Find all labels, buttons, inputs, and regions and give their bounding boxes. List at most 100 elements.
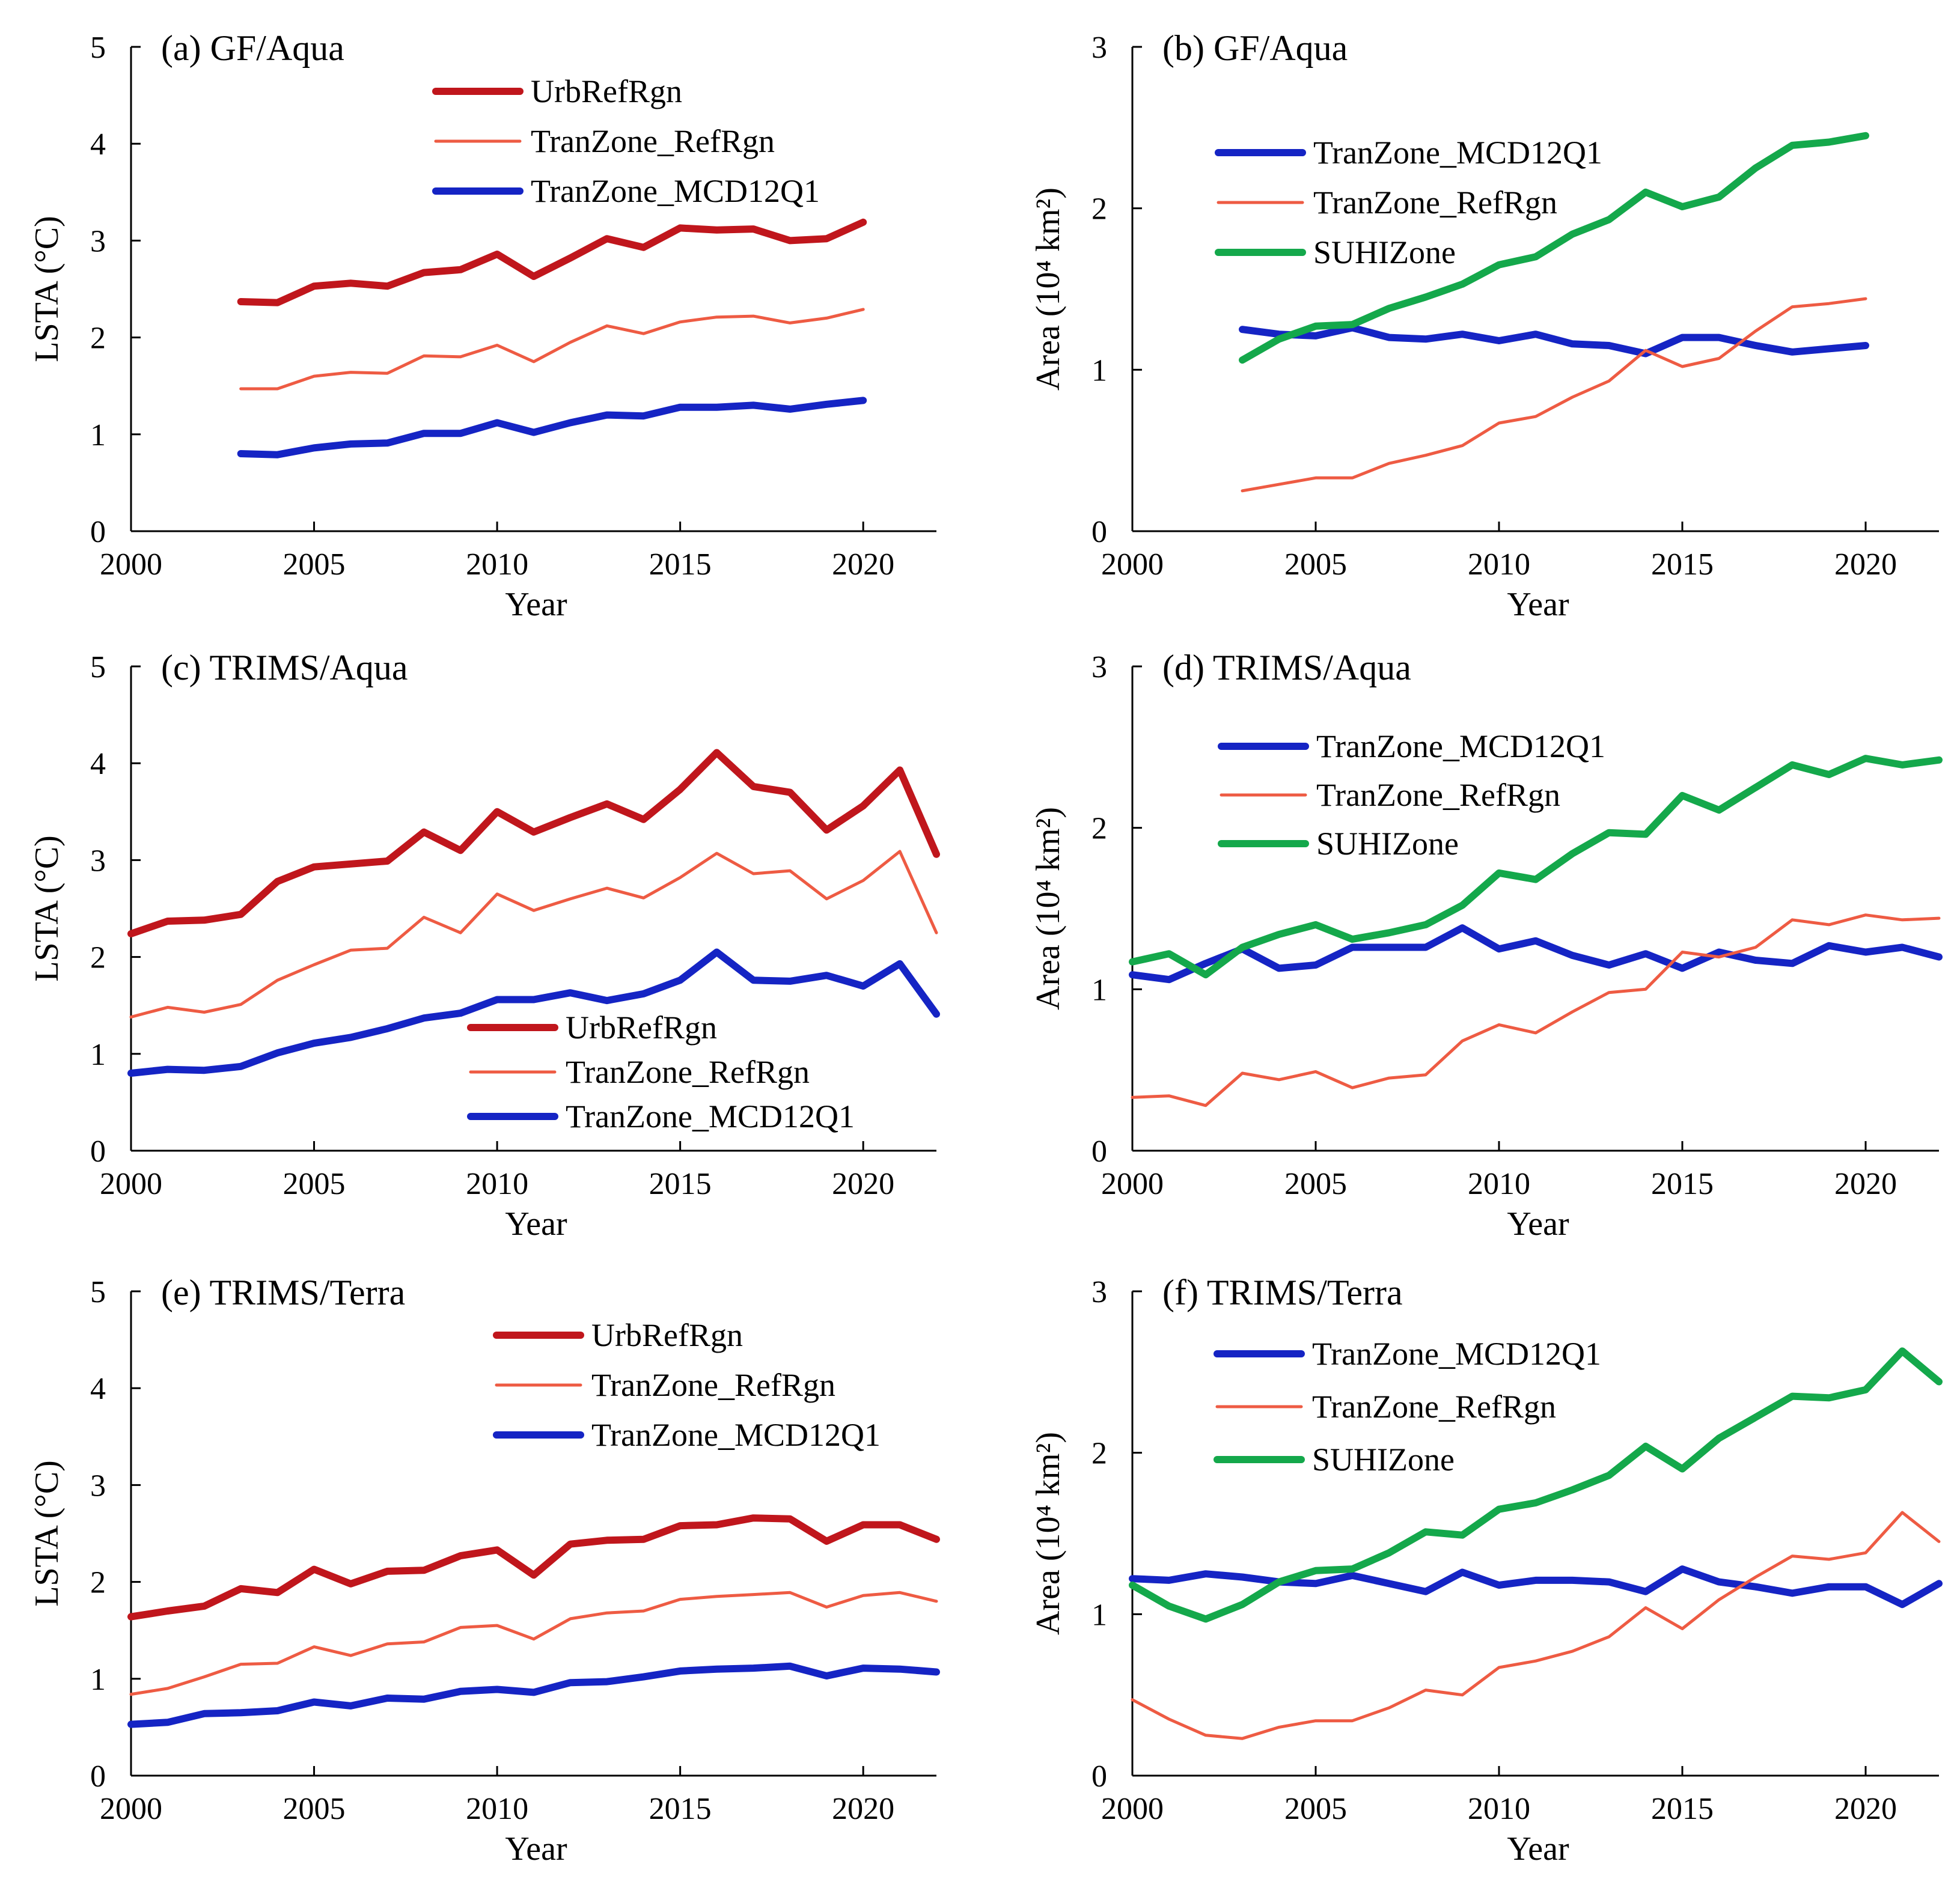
y-axis-title: Area (10⁴ km²) [1030,1432,1067,1635]
series-line-urbrefrgn [127,1514,940,1621]
x-tick-label: 2010 [466,547,528,582]
legend: TranZone_MCD12Q1 TranZone_RefRgn SUHIZone [1218,728,1605,862]
x-tick-label: 2020 [1834,547,1897,582]
y-axis-title: LSTA (°C) [28,835,66,981]
y-tick-label: 2 [90,1566,106,1600]
series-line-tranzone-refrgn [1131,1511,1941,1740]
series-line-tranzone-refrgn [239,308,865,391]
legend-label: TranZone_MCD12Q1 [591,1417,881,1453]
x-tick-label: 2020 [832,1792,894,1826]
y-axis-title: LSTA (°C) [28,216,66,362]
x-tick-label: 2005 [283,1792,346,1826]
y-tick-label: 5 [90,1275,106,1309]
y-tick-label: 0 [1091,1134,1107,1169]
series-line-urbrefrgn [237,218,867,306]
series-line-tranzone-mcd12q1 [1129,924,1943,984]
legend: TranZone_MCD12Q1 TranZone_RefRgn SUHIZone [1214,1336,1601,1478]
x-tick-label: 2010 [1468,547,1530,582]
x-tick-label: 2020 [1834,1792,1897,1826]
y-tick-label: 0 [1091,515,1107,549]
y-tick-label: 4 [90,747,106,781]
panel-b: 0 1 2 3 2000 2005 2010 2015 2020 Year Area (10⁴ km… [1030,28,1939,623]
legend-label: TranZone_MCD12Q1 [1312,1336,1601,1372]
legend-label: TranZone_MCD12Q1 [1316,728,1605,764]
x-tick-label: 2005 [1284,1167,1347,1201]
legend: UrbRefRgn TranZone_RefRgn TranZone_MCD12Q1 [432,73,820,209]
y-tick-label: 1 [90,418,106,452]
x-axis-title: Year [1507,586,1569,623]
panel-title: (d) TRIMS/Aqua [1162,648,1411,687]
x-tick-label: 2020 [832,1167,894,1201]
panel-title: (b) GF/Aqua [1162,28,1348,68]
x-tick-label: 2005 [1284,547,1347,582]
x-tick-label: 2015 [1651,547,1714,582]
y-tick-label: 3 [1091,650,1107,684]
series-line-tranzone-refrgn [1131,913,1941,1107]
panel-e: 0 1 2 3 4 5 2000 2005 2010 2015 2020 Year LSTA (°C) (… [28,1273,940,1868]
legend-label: TranZone_RefRgn [591,1367,835,1403]
y-tick-label: 2 [1091,812,1107,846]
panel-title: (c) TRIMS/Aqua [161,648,408,687]
y-tick-label: 3 [1091,1275,1107,1309]
y-tick-label: 3 [90,1469,106,1503]
legend-label: UrbRefRgn [566,1009,717,1046]
legend-label: SUHIZone [1312,1442,1455,1478]
y-axis-title: LSTA (°C) [28,1460,66,1606]
x-tick-label: 2005 [283,547,346,582]
panel-d: 0 1 2 3 2000 2005 2010 2015 2020 Year Area (10⁴ km… [1030,648,1943,1243]
y-tick-label: 2 [90,321,106,356]
series-line-tranzone-refrgn [1241,297,1867,493]
legend-label: TranZone_MCD12Q1 [531,173,820,209]
legend-label: TranZone_RefRgn [1313,184,1557,221]
series-line-tranzone-mcd12q1 [127,1662,940,1728]
panel-title: (e) TRIMS/Terra [161,1273,405,1312]
series-line-tranzone-mcd12q1 [127,948,940,1077]
x-tick-label: 2000 [100,1167,162,1201]
legend-label: UrbRefRgn [591,1317,743,1353]
y-tick-label: 4 [90,1372,106,1406]
y-tick-label: 5 [90,31,106,65]
x-tick-label: 2015 [649,1167,712,1201]
x-tick-label: 2020 [1834,1167,1897,1201]
x-tick-label: 2010 [1468,1792,1530,1826]
legend-label: TranZone_RefRgn [1312,1389,1556,1425]
legend-label: TranZone_RefRgn [1316,777,1560,813]
y-tick-label: 3 [90,844,106,878]
y-tick-label: 5 [90,650,106,684]
legend-label: TranZone_MCD12Q1 [566,1098,855,1134]
series-line-suhizone [1129,755,1943,979]
panel-title: (a) GF/Aqua [161,28,344,68]
y-tick-label: 1 [90,1663,106,1697]
x-tick-label: 2000 [100,547,162,582]
x-tick-label: 2005 [283,1167,346,1201]
x-tick-label: 2010 [466,1167,528,1201]
y-tick-label: 4 [90,127,106,162]
y-tick-label: 1 [1091,973,1107,1007]
x-tick-label: 2010 [1468,1167,1530,1201]
panel-title: (f) TRIMS/Terra [1162,1273,1403,1312]
legend: TranZone_MCD12Q1 TranZone_RefRgn SUHIZone [1215,135,1602,270]
y-axis-title: Area (10⁴ km²) [1030,187,1067,391]
legend-label: TranZone_RefRgn [531,123,775,159]
x-tick-label: 2015 [1651,1167,1714,1201]
y-axis-title: Area (10⁴ km²) [1030,807,1067,1010]
x-tick-label: 2015 [1651,1792,1714,1826]
panel-c: 0 1 2 3 4 5 2000 2005 2010 2015 2020 Year LSTA (°C) (… [28,648,940,1243]
legend-label: UrbRefRgn [531,73,682,109]
series-line-tranzone-refrgn [129,850,938,1019]
legend-label: TranZone_MCD12Q1 [1313,135,1602,171]
series-line-urbrefrgn [127,749,940,937]
panel-f: 0 1 2 3 2000 2005 2010 2015 2020 Year Area (10⁴ km… [1030,1273,1943,1868]
panel-a: 0 1 2 3 4 5 2000 2005 2010 2015 2020 Year LSTA (°C) (… [28,28,936,623]
x-axis-title: Year [505,1830,567,1868]
y-tick-label: 0 [90,1759,106,1794]
series-line-tranzone-mcd12q1 [1239,324,1869,358]
x-tick-label: 2000 [100,1792,162,1826]
x-tick-label: 2005 [1284,1792,1347,1826]
legend-label: TranZone_RefRgn [566,1054,810,1090]
legend-label: SUHIZone [1316,826,1459,862]
y-tick-label: 0 [90,1134,106,1169]
legend-label: SUHIZone [1313,234,1456,270]
x-axis-title: Year [505,1205,567,1243]
series-line-suhizone [1129,1347,1943,1623]
